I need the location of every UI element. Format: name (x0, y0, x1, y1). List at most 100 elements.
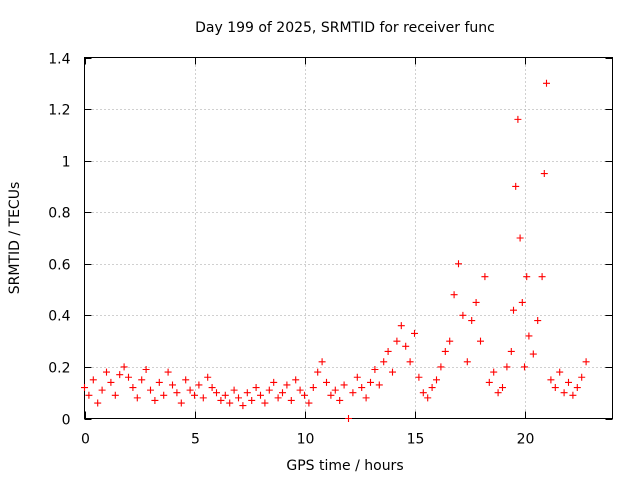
data-point-marker (125, 373, 132, 381)
data-point-marker (543, 79, 550, 87)
data-point-marker (195, 381, 203, 389)
data-point-marker (327, 391, 335, 399)
y-tick-label: 1.4 (48, 52, 70, 68)
data-point-marker (142, 366, 150, 374)
y-tick-label: 1.2 (48, 103, 70, 119)
data-point-marker (103, 368, 110, 376)
data-point-marker (173, 389, 181, 397)
y-tick-label: 0 (62, 413, 71, 429)
data-point-marker (375, 381, 383, 389)
data-point-marker (213, 389, 220, 397)
data-point-marker (217, 396, 225, 404)
data-point-marker (547, 376, 555, 384)
data-point-marker (397, 322, 405, 330)
x-tick-label: 15 (407, 432, 425, 448)
data-point-marker (507, 347, 515, 355)
data-point-marker (419, 389, 427, 397)
data-point-marker (345, 415, 352, 422)
data-point-marker (490, 368, 498, 376)
x-tick-label: 10 (297, 432, 315, 448)
data-point-marker (389, 368, 396, 376)
data-point-marker (556, 368, 564, 376)
data-point-marker (514, 115, 522, 123)
data-point-marker (560, 389, 568, 397)
data-point-marker (296, 386, 304, 394)
data-point-marker (292, 376, 300, 384)
data-point-marker (534, 317, 542, 325)
data-point-marker (540, 170, 548, 178)
data-point-marker (279, 389, 286, 397)
data-point-marker (573, 384, 581, 392)
data-point-marker (318, 358, 326, 366)
data-point-marker (393, 337, 401, 345)
data-point-marker (371, 366, 379, 374)
data-point-marker (169, 381, 176, 389)
data-point-marker (499, 384, 506, 392)
data-point-marker (424, 394, 432, 402)
data-point-marker (411, 329, 418, 337)
data-point-marker (551, 384, 559, 392)
y-tick-label: 0.6 (48, 258, 70, 274)
data-points (81, 79, 590, 422)
data-point-marker (204, 373, 212, 381)
data-point-marker (257, 391, 264, 399)
data-point-marker (133, 394, 141, 402)
data-point-marker (120, 363, 128, 371)
data-point-marker (323, 378, 330, 386)
data-point-marker (252, 384, 260, 392)
x-tick-label: 20 (517, 432, 535, 448)
data-point-marker (336, 396, 344, 404)
data-point-marker (151, 396, 159, 404)
data-point-marker (512, 182, 520, 190)
data-point-marker (437, 363, 445, 371)
data-point-marker (406, 358, 414, 366)
data-point-marker (516, 234, 524, 242)
data-point-marker (85, 391, 93, 399)
data-point-marker (248, 396, 256, 404)
data-point-marker (494, 389, 502, 397)
y-tick-label: 0.4 (48, 309, 70, 325)
data-point-marker (94, 399, 102, 407)
data-point-marker (578, 373, 586, 381)
data-point-marker (147, 386, 154, 394)
data-point-marker (538, 273, 546, 281)
data-point-marker (380, 358, 388, 366)
data-point-marker (230, 386, 238, 394)
data-point-marker (314, 368, 322, 376)
data-point-marker (309, 384, 317, 392)
data-point-marker (243, 389, 251, 397)
data-point-marker (160, 391, 168, 399)
data-point-marker (459, 311, 467, 319)
data-point-marker (265, 386, 273, 394)
data-point-marker (340, 381, 348, 389)
data-point-marker (116, 371, 124, 379)
data-point-marker (455, 260, 462, 268)
data-point-marker (283, 381, 291, 389)
data-point-marker (182, 376, 190, 384)
chart-title: Day 199 of 2025, SRMTID for receiver fun… (195, 20, 495, 36)
data-point-marker (441, 347, 449, 355)
data-point-marker (525, 332, 533, 340)
data-point-marker (529, 350, 537, 358)
data-point-marker (521, 363, 528, 371)
data-point-marker (565, 378, 572, 386)
data-point-marker (428, 384, 436, 392)
data-point-marker (518, 298, 526, 306)
x-tick-label: 5 (191, 432, 200, 448)
data-point-marker (129, 384, 137, 392)
axis-ticks: 0 0.2 0.4 0.6 0.8 1 1.2 1.4 0 5 10 15 20 (48, 52, 613, 448)
data-point-marker (111, 391, 119, 399)
data-point-marker (270, 378, 278, 386)
data-point-marker (221, 391, 229, 399)
x-axis-label: GPS time / hours (286, 458, 403, 474)
y-axis-label: SRMTID / TECUs (7, 182, 23, 295)
data-point-marker (463, 358, 471, 366)
data-point-marker (239, 402, 247, 410)
data-point-marker (367, 378, 374, 386)
data-point-marker (138, 376, 146, 384)
data-point-marker (468, 317, 476, 325)
data-point-marker (274, 394, 282, 402)
data-point-marker (353, 373, 361, 381)
